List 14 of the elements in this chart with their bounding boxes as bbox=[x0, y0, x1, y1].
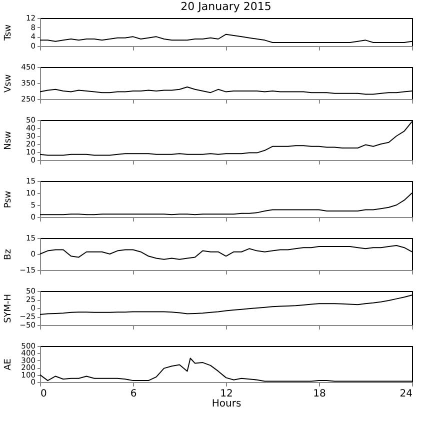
x-axis-title: Hours bbox=[212, 398, 242, 410]
y-axis-title: AE bbox=[4, 358, 14, 370]
y-axis-title: Tsw bbox=[4, 24, 14, 42]
y-axis-title: Nsw bbox=[4, 131, 14, 150]
y-axis-title: Psw bbox=[4, 190, 14, 208]
x-tick-label: 24 bbox=[400, 388, 412, 400]
x-tick-label: 12 bbox=[220, 388, 233, 400]
x-tick-label: 0 bbox=[40, 388, 47, 400]
y-axis-title: Vsw bbox=[4, 74, 14, 93]
y-axis-title: Bz bbox=[4, 248, 14, 260]
y-axis-title: SYM-H bbox=[4, 294, 14, 323]
x-tick-label: 18 bbox=[313, 388, 326, 400]
chart-title: 20 January 2015 bbox=[180, 0, 272, 13]
x-tick-label: 6 bbox=[130, 388, 137, 400]
